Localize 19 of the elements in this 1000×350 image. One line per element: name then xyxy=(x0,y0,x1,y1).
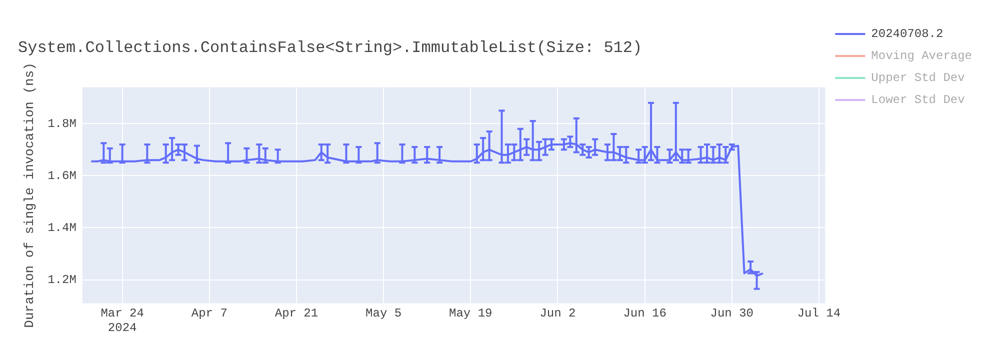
y-tick-label: 1.4M xyxy=(48,220,76,235)
legend-label: Upper Std Dev xyxy=(871,71,965,86)
x-tick-label: Jun 2 xyxy=(540,306,576,321)
x-tick-label: Jul 14 xyxy=(797,306,841,321)
x-tick-label: May 5 xyxy=(366,306,402,321)
x-tick-label: Jun 16 xyxy=(623,306,666,321)
y-tick-label: 1.8M xyxy=(48,116,76,131)
x-tick-label: Apr 21 xyxy=(274,306,318,321)
legend-label: Moving Average xyxy=(871,49,972,64)
legend-label: 20240708.2 xyxy=(871,27,944,42)
y-tick-label: 1.2M xyxy=(48,272,76,287)
chart-title: System.Collections.ContainsFalse<String>.ImmutableList(Size: 512) xyxy=(18,38,642,57)
x-tick-label: Apr 7 xyxy=(191,306,228,321)
y-tick-label: 1.6M xyxy=(48,168,76,183)
x-tick-label: May 19 xyxy=(449,306,492,321)
legend-label: Lower Std Dev xyxy=(871,93,965,108)
x-tick-label: Mar 24 2024 xyxy=(100,306,144,335)
x-tick-label: Jun 30 xyxy=(710,306,754,321)
y-axis-title: Duration of single invocation (ns) xyxy=(22,62,38,328)
